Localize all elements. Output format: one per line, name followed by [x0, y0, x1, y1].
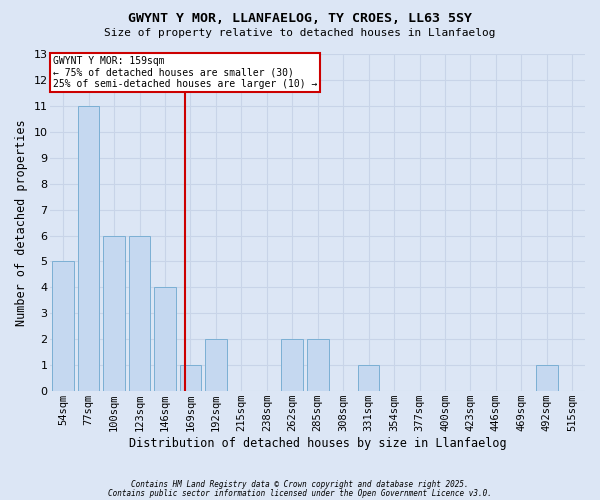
- Bar: [307, 340, 329, 391]
- Bar: [205, 340, 227, 391]
- Text: Contains HM Land Registry data © Crown copyright and database right 2025.: Contains HM Land Registry data © Crown c…: [131, 480, 469, 489]
- Text: Contains public sector information licensed under the Open Government Licence v3: Contains public sector information licen…: [108, 488, 492, 498]
- Bar: [78, 106, 100, 391]
- Bar: [358, 365, 379, 391]
- Text: Size of property relative to detached houses in Llanfaelog: Size of property relative to detached ho…: [104, 28, 496, 38]
- Y-axis label: Number of detached properties: Number of detached properties: [15, 120, 28, 326]
- Bar: [129, 236, 151, 391]
- Bar: [52, 262, 74, 391]
- Bar: [154, 288, 176, 391]
- Bar: [536, 365, 557, 391]
- Bar: [179, 365, 201, 391]
- X-axis label: Distribution of detached houses by size in Llanfaelog: Distribution of detached houses by size …: [129, 437, 506, 450]
- Bar: [103, 236, 125, 391]
- Bar: [281, 340, 303, 391]
- Text: GWYNT Y MOR, LLANFAELOG, TY CROES, LL63 5SY: GWYNT Y MOR, LLANFAELOG, TY CROES, LL63 …: [128, 12, 472, 26]
- Text: GWYNT Y MOR: 159sqm
← 75% of detached houses are smaller (30)
25% of semi-detach: GWYNT Y MOR: 159sqm ← 75% of detached ho…: [53, 56, 317, 89]
